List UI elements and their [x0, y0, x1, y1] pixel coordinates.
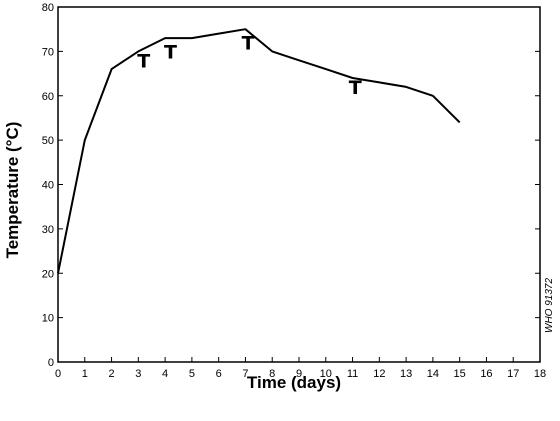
turning-marker: T: [349, 77, 362, 99]
y-tick-label: 30: [42, 224, 54, 236]
y-tick-label: 80: [42, 2, 54, 14]
x-tick-label: 4: [162, 368, 168, 380]
x-tick-label: 7: [242, 368, 248, 380]
x-tick-label: 13: [400, 368, 412, 380]
x-tick-label: 2: [108, 368, 114, 380]
y-tick-label: 20: [42, 268, 54, 280]
x-tick-label: 6: [216, 368, 222, 380]
x-tick-label: 11: [347, 368, 358, 380]
turning-marker: T: [137, 50, 150, 72]
y-tick-label: 0: [48, 357, 54, 369]
temperature-line: [57, 28, 461, 274]
x-tick-label: 5: [189, 368, 195, 380]
x-tick-label: 1: [82, 368, 88, 380]
turning-marker: T: [164, 41, 177, 63]
x-tick-label: 10: [320, 368, 332, 380]
y-tick-label: 50: [42, 135, 54, 147]
watermark-label: WHO 91372: [544, 278, 555, 333]
y-axis-ticks: 0 10 20 30 40 50 60 70 80: [42, 2, 540, 369]
turning-markers: T T TT: [137, 33, 362, 99]
y-tick-label: 10: [42, 313, 54, 325]
x-tick-label: 15: [454, 368, 466, 380]
x-axis-ticks: 0 1 2 3 4 5 6 7 8 9 10 11 12 13 14 15 16 17 18: [55, 357, 546, 380]
y-axis-label: Temperature (°C): [3, 122, 22, 259]
x-tick-label: 14: [427, 368, 439, 380]
y-tick-label: 70: [42, 46, 54, 58]
x-tick-label: 12: [373, 368, 385, 380]
turning-marker: T: [242, 33, 255, 55]
x-tick-label: 16: [480, 368, 492, 380]
x-tick-label: 18: [534, 368, 546, 380]
x-tick-label: 9: [296, 368, 302, 380]
y-tick-label: 60: [42, 91, 54, 103]
y-tick-label: 40: [42, 180, 54, 192]
x-tick-label: 17: [507, 368, 519, 380]
x-tick-label: 0: [55, 368, 61, 380]
x-tick-label: 8: [269, 368, 275, 380]
x-tick-label: 3: [135, 368, 141, 380]
x-axis-label: Time (days): [247, 373, 341, 392]
